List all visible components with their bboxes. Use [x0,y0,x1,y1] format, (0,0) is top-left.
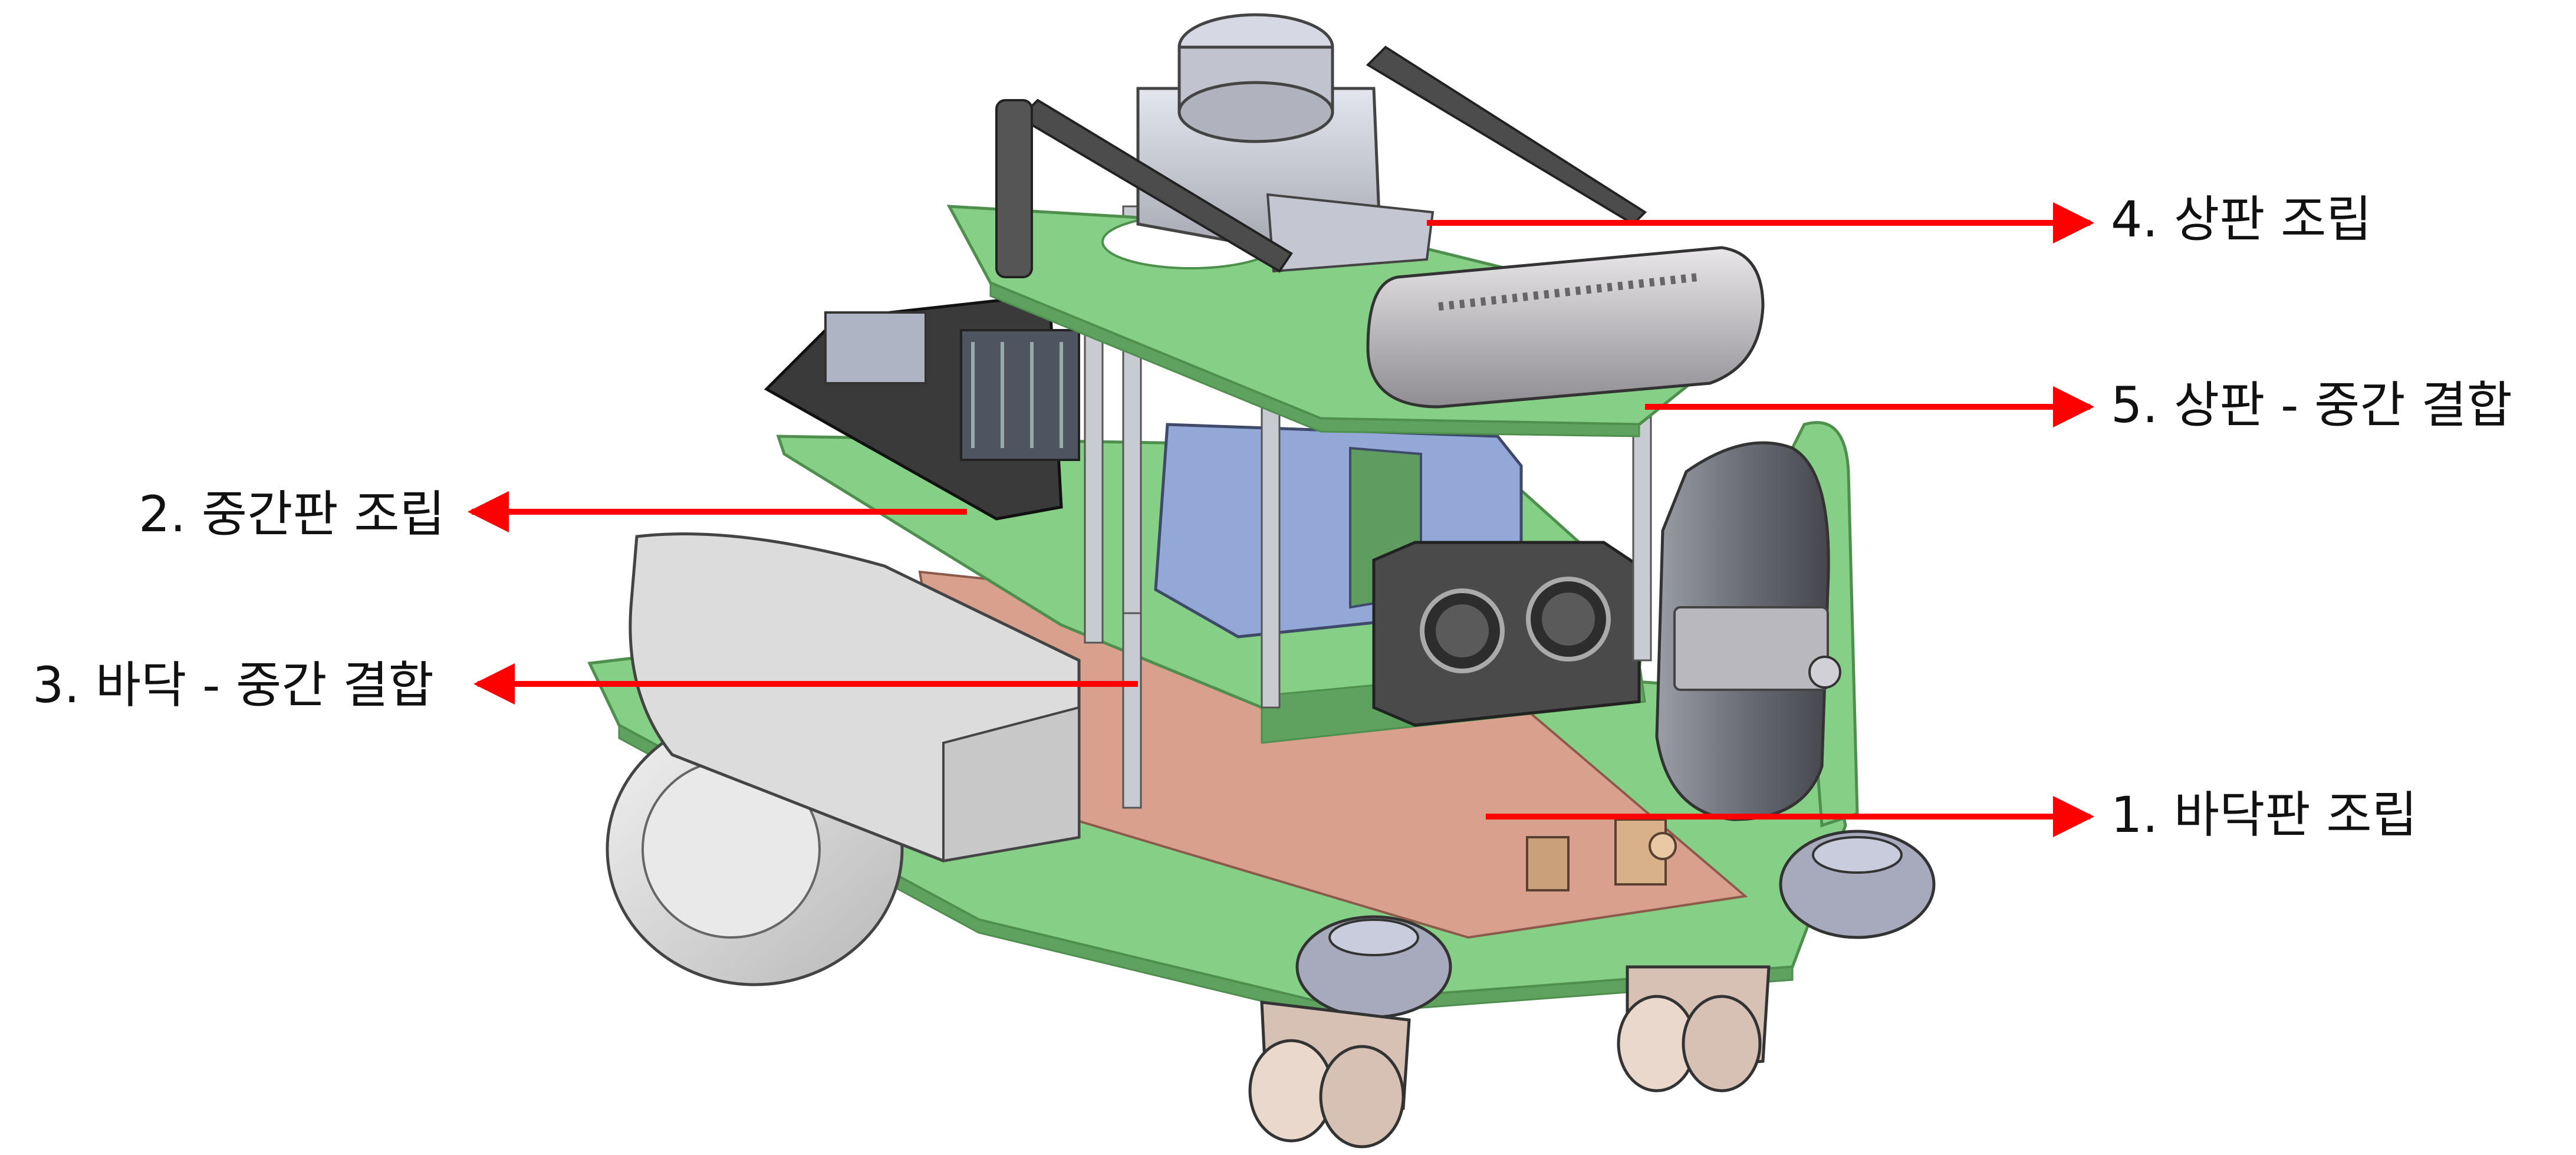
front-casters [1248,830,1936,1149]
label-step-2-middle-plate-assembly: 2. 중간판 조립 [139,485,445,543]
label-step-1-bottom-plate-assembly: 1. 바닥판 조립 [2111,786,2417,844]
left-wheel [606,532,1081,986]
depth-camera [1366,246,1765,409]
label-step-3-bottom-middle-join: 3. 바닥 - 중간 결합 [32,656,434,714]
label-step-4-top-plate-assembly: 4. 상판 조립 [2111,190,2372,248]
red-arrow-icon [468,202,2094,837]
compute-board [764,293,1080,521]
antennas [995,45,1647,278]
ultrasonic-sensor [1372,541,1641,727]
label-step-5-top-middle-join: 5. 상판 - 중간 결합 [2111,376,2512,434]
right-wheel [1655,441,1841,821]
